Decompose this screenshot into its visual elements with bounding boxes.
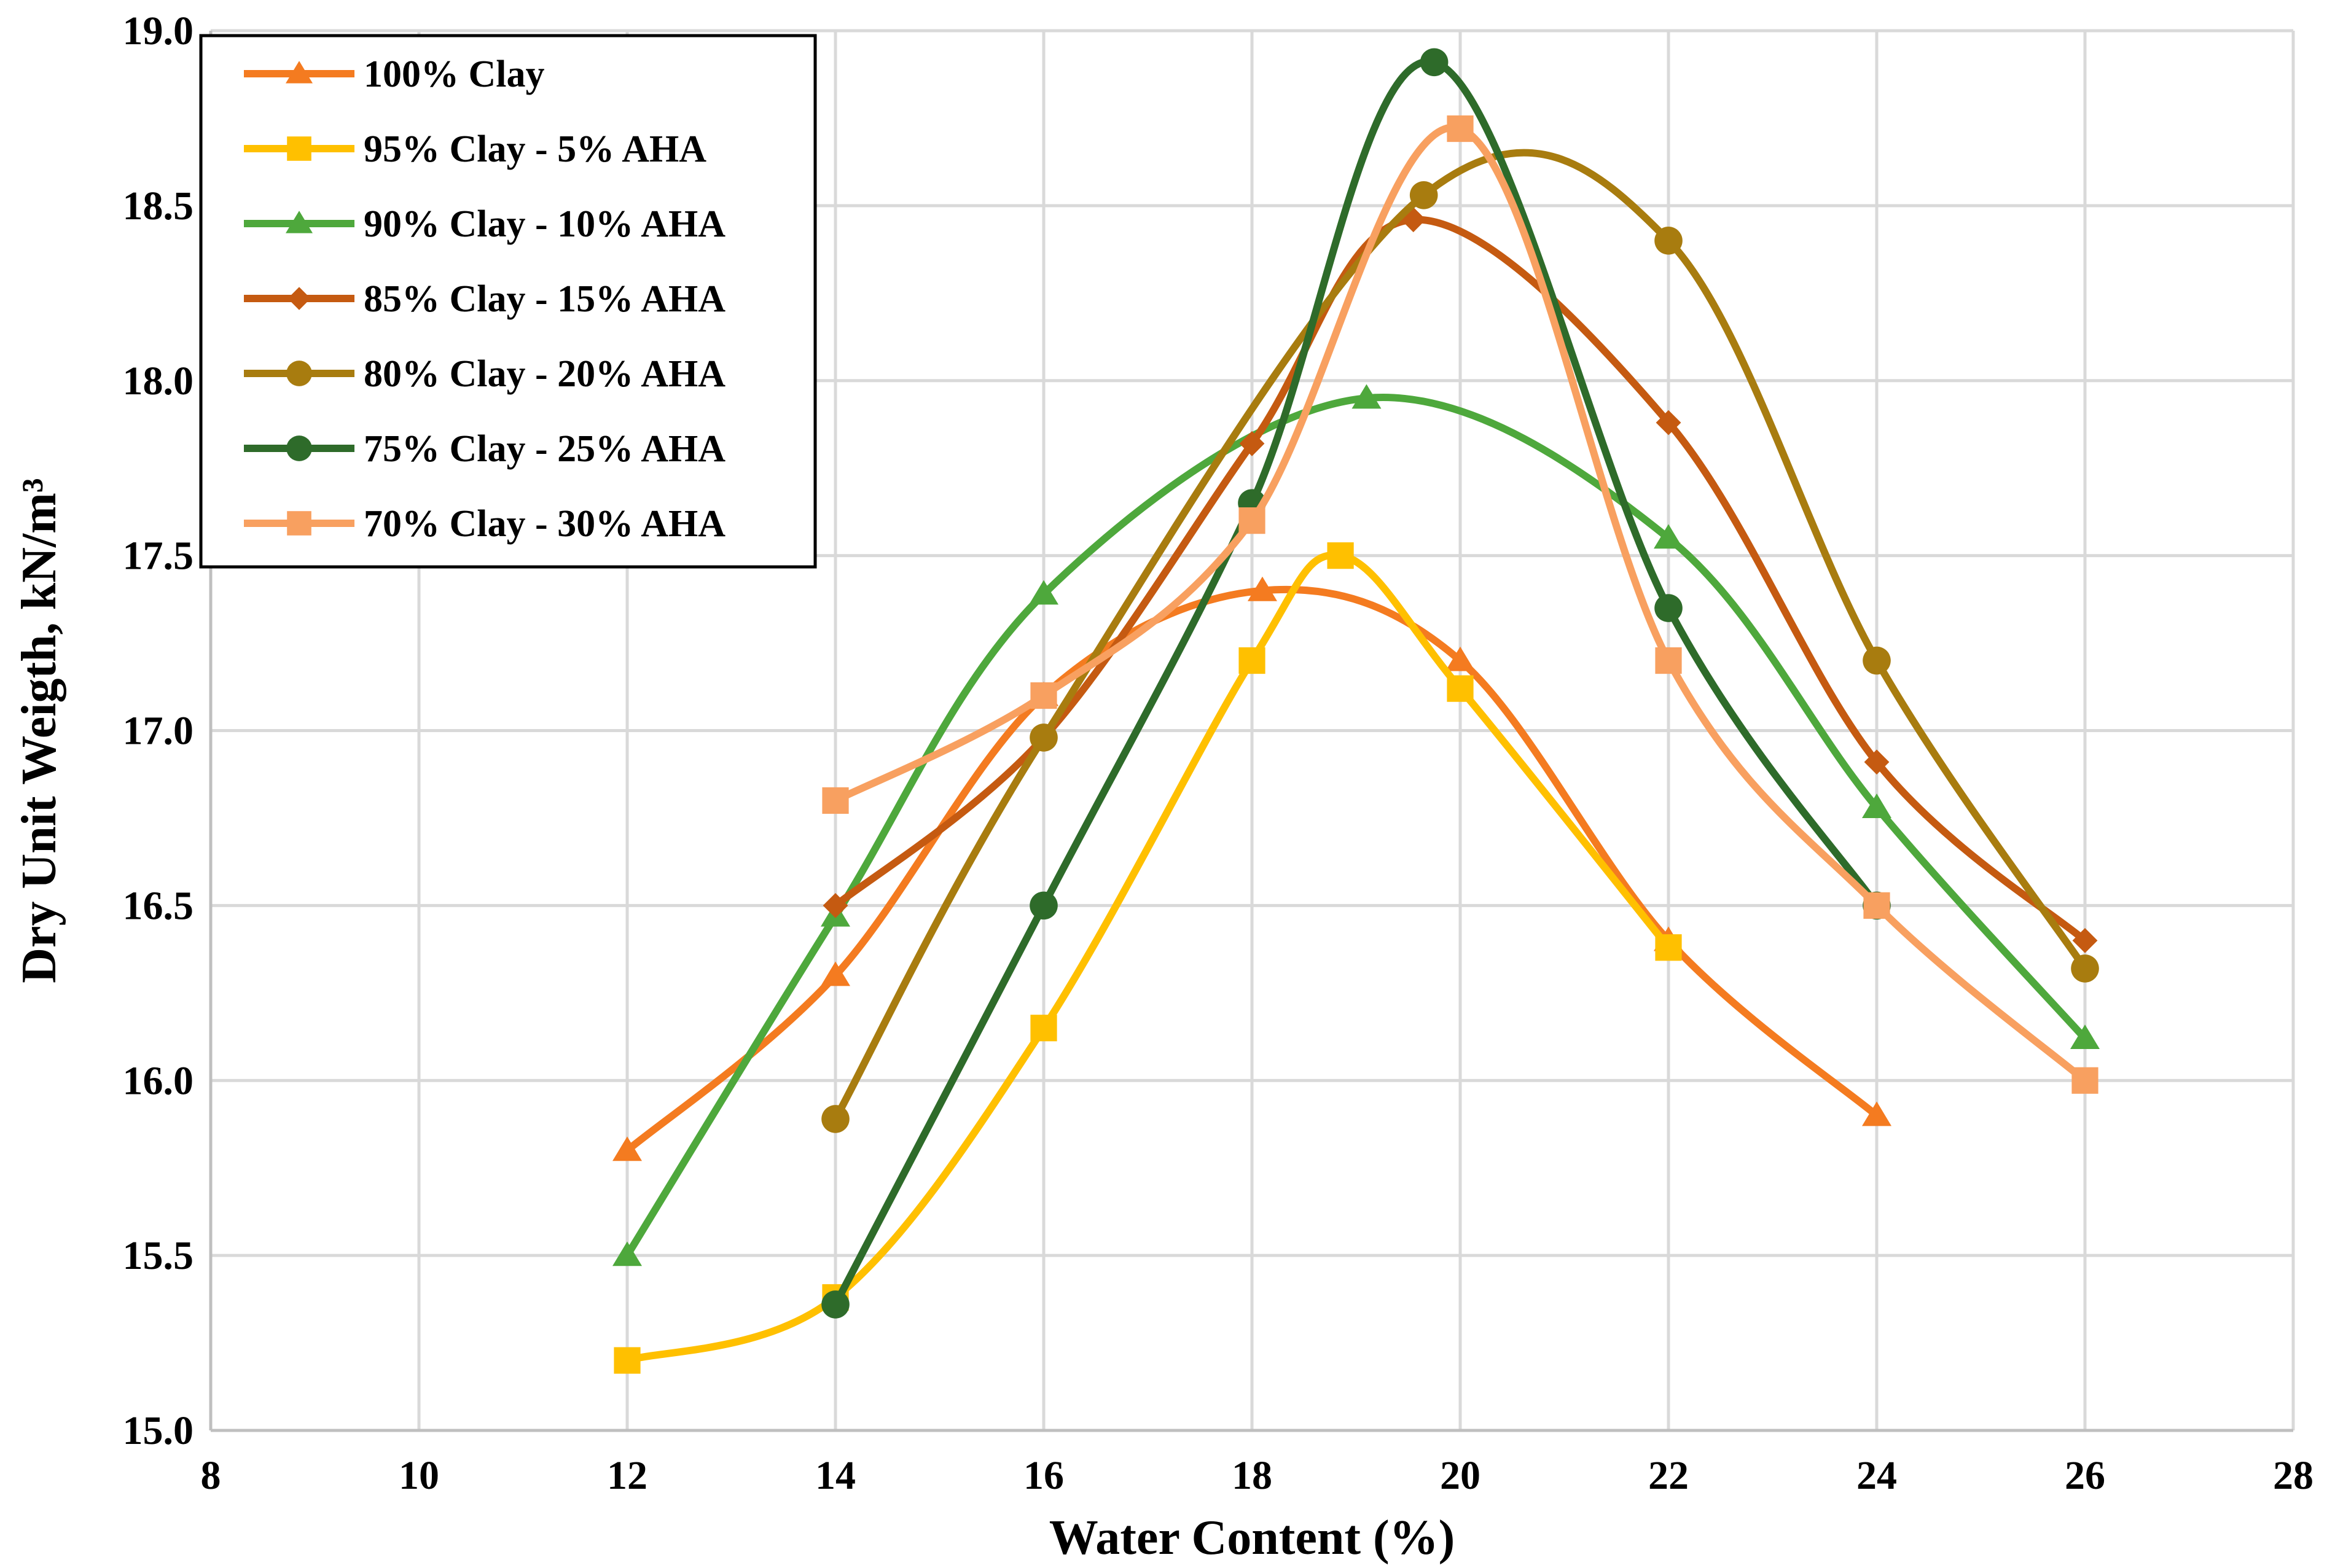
legend-swatch-marker xyxy=(287,511,311,536)
x-tick-label: 26 xyxy=(2065,1453,2105,1498)
data-point xyxy=(1401,207,1426,233)
y-axis-title: Dry Unit Weigth, kN/m³ xyxy=(12,478,66,983)
y-tick-label: 17.0 xyxy=(123,709,194,754)
data-point xyxy=(821,1105,850,1133)
data-point xyxy=(1247,576,1277,601)
series-7 xyxy=(822,115,2098,1094)
data-point xyxy=(1864,749,1890,775)
data-point xyxy=(1655,934,1682,961)
data-point xyxy=(612,1136,642,1161)
data-point xyxy=(1445,646,1475,671)
legend-label: 100% Clay xyxy=(364,53,545,95)
data-point xyxy=(1351,384,1382,409)
x-axis-title: Water Content (%) xyxy=(1049,1511,1455,1565)
y-tick-label: 16.5 xyxy=(123,883,194,928)
legend: 100% Clay 95% Clay - 5% AHA 90% Clay - 10%… xyxy=(199,34,817,569)
data-point xyxy=(1654,524,1683,549)
data-point xyxy=(821,961,850,986)
data-point xyxy=(1862,794,1891,818)
data-point xyxy=(614,1347,641,1374)
data-point xyxy=(1654,594,1683,622)
legend-swatch-marker xyxy=(286,211,313,233)
x-tick-label: 28 xyxy=(2273,1453,2313,1498)
legend-swatch-marker xyxy=(286,435,312,461)
x-tick-label: 22 xyxy=(1648,1453,1689,1498)
data-point xyxy=(1030,682,1057,709)
data-point xyxy=(822,787,849,814)
data-point xyxy=(1863,646,1891,675)
legend-swatch-marker xyxy=(287,136,311,161)
series-5 xyxy=(821,149,2099,1133)
tick-labels: 8 10 12 14 16 18 20 22 24 26 28 15.0 15.5 16.0 16.5 17.… xyxy=(123,9,2314,1498)
x-tick-label: 16 xyxy=(1023,1453,1064,1498)
data-point xyxy=(1447,115,1474,142)
legend-label: 85% Clay - 15% AHA xyxy=(364,278,726,320)
y-tick-label: 16.0 xyxy=(123,1058,194,1103)
data-point xyxy=(1238,647,1265,674)
x-tick-label: 10 xyxy=(399,1453,439,1498)
data-point xyxy=(612,1241,642,1266)
x-tick-label: 8 xyxy=(201,1453,221,1498)
legend-label: 80% Clay - 20% AHA xyxy=(364,353,726,395)
data-point xyxy=(1030,1015,1057,1042)
data-point xyxy=(2071,1067,2098,1094)
series-6 xyxy=(821,48,1891,1319)
data-point xyxy=(1420,48,1449,77)
data-point xyxy=(823,892,848,918)
legend-label: 90% Clay - 10% AHA xyxy=(364,203,726,245)
x-tick-label: 18 xyxy=(1232,1453,1272,1498)
data-point xyxy=(1447,675,1474,702)
data-point xyxy=(1238,507,1265,534)
x-tick-label: 14 xyxy=(815,1453,856,1498)
y-tick-label: 19.0 xyxy=(123,9,194,53)
legend-label: 95% Clay - 5% AHA xyxy=(364,128,706,170)
data-point xyxy=(1327,542,1354,569)
data-point xyxy=(1656,410,1681,435)
x-tick-label: 24 xyxy=(1856,1453,1897,1498)
y-tick-label: 15.5 xyxy=(123,1233,194,1278)
data-point xyxy=(1862,1101,1891,1126)
y-tick-label: 17.5 xyxy=(123,534,194,579)
legend-swatch-marker xyxy=(287,287,311,310)
data-point xyxy=(821,1290,850,1319)
legend-label: 70% Clay - 30% AHA xyxy=(364,503,726,545)
data-point xyxy=(1655,647,1682,674)
series-group xyxy=(612,48,2100,1374)
y-tick-label: 15.0 xyxy=(123,1408,194,1453)
data-point xyxy=(2070,1024,2100,1049)
data-point xyxy=(1029,580,1058,605)
y-tick-label: 18.0 xyxy=(123,359,194,404)
data-point xyxy=(1030,891,1058,920)
data-point xyxy=(1409,181,1438,209)
legend-swatch-marker xyxy=(286,61,313,84)
data-point xyxy=(1239,431,1265,456)
data-point xyxy=(1654,227,1683,255)
x-tick-label: 12 xyxy=(607,1453,647,1498)
data-point xyxy=(1030,724,1058,752)
data-point xyxy=(2071,954,2099,983)
data-point xyxy=(2072,927,2098,953)
x-tick-label: 20 xyxy=(1440,1453,1480,1498)
legend-label: 75% Clay - 25% AHA xyxy=(364,428,726,470)
legend-swatch-marker xyxy=(286,361,312,386)
y-tick-label: 18.5 xyxy=(123,184,194,228)
data-point xyxy=(1863,892,1890,919)
series-line xyxy=(832,149,2089,1123)
